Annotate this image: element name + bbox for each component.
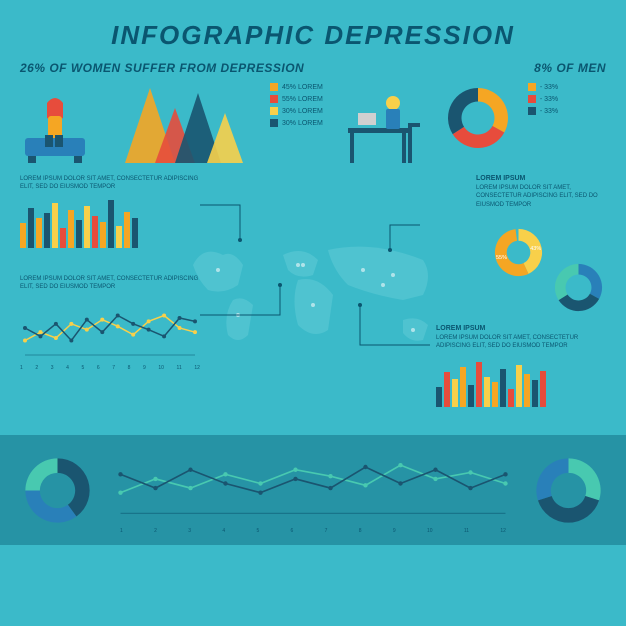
bar	[124, 212, 130, 248]
bar	[540, 371, 546, 407]
bar	[524, 374, 530, 407]
bar	[468, 385, 474, 407]
tick-label: 4	[222, 528, 225, 534]
tick-label: 9	[393, 528, 396, 534]
tick-label: 1	[20, 365, 23, 371]
donut-chart-1	[443, 83, 513, 153]
legend-item: 30% LOREM	[270, 107, 323, 115]
legend-item: 45% LOREM	[270, 83, 323, 91]
bar	[68, 210, 74, 248]
bar	[452, 379, 458, 407]
lorem-text-2: LOREM IPSUM DOLOR SIT AMET, CONSECTETUR …	[20, 275, 200, 292]
bar-chart-left	[20, 198, 200, 248]
tick-label: 8	[128, 365, 131, 371]
donut-chart-2: 43% 55%	[491, 225, 546, 280]
footer-donut-left	[20, 453, 95, 528]
legend-item: 55% LOREM	[270, 95, 323, 103]
bar	[444, 372, 450, 407]
footer-xaxis: 123456789101112	[115, 528, 511, 534]
women-stat: 26% OF WOMEN SUFFER FROM DEPRESSION	[20, 61, 304, 75]
woman-illustration	[20, 83, 110, 163]
tick-label: 11	[464, 528, 469, 534]
line1-xaxis: 123456789101112	[20, 365, 200, 371]
legend-item: - 33%	[528, 107, 558, 115]
men-stat: 8% OF MEN	[534, 61, 606, 75]
tick-label: 5	[82, 365, 85, 371]
bar	[508, 389, 514, 407]
triangle-legend: 45% LOREM 55% LOREM 30% LOREM 30% LOREM	[270, 83, 323, 163]
bar	[52, 203, 58, 248]
callout-text-1: LOREM IPSUM DOLOR SIT AMET, CONSECTETUR …	[476, 184, 606, 209]
tick-label: 5	[256, 528, 259, 534]
bar	[108, 200, 114, 248]
bar	[76, 220, 82, 248]
tick-label: 7	[112, 365, 115, 371]
callout-1: LOREM IPSUM LOREM IPSUM DOLOR SIT AMET, …	[476, 175, 606, 209]
tick-label: 2	[154, 528, 157, 534]
footer-line-chart	[115, 446, 511, 521]
donut1-legend: - 33% - 33% - 33%	[528, 83, 558, 163]
bar	[20, 223, 26, 248]
tick-label: 7	[325, 528, 328, 534]
tick-label: 8	[359, 528, 362, 534]
svg-text:43%: 43%	[530, 246, 541, 252]
tick-label: 11	[177, 365, 182, 371]
tick-label: 6	[97, 365, 100, 371]
tick-label: 10	[427, 528, 433, 534]
subtitle-row: 26% OF WOMEN SUFFER FROM DEPRESSION 8% O…	[20, 61, 606, 75]
callout-text-2: LOREM IPSUM DOLOR SIT AMET, CONSECTETUR …	[436, 334, 606, 351]
footer-band: 123456789101112	[0, 435, 626, 545]
left-block-1: LOREM IPSUM DOLOR SIT AMET, CONSECTETUR …	[20, 175, 200, 248]
legend-item: - 33%	[528, 83, 558, 91]
tick-label: 1	[120, 528, 123, 534]
tick-label: 9	[143, 365, 146, 371]
bar	[476, 362, 482, 407]
bar	[116, 226, 122, 248]
bar	[100, 222, 106, 248]
left-block-2: LOREM IPSUM DOLOR SIT AMET, CONSECTETUR …	[20, 275, 200, 371]
bar	[92, 216, 98, 248]
tick-label: 4	[66, 365, 69, 371]
footer-donut-right	[531, 453, 606, 528]
line-chart-1	[20, 298, 200, 358]
infographic-canvas: INFOGRAPHIC DEPRESSION 26% OF WOMEN SUFF…	[0, 0, 626, 626]
bar	[492, 382, 498, 407]
triangle-chart	[125, 83, 255, 163]
bar	[132, 218, 138, 248]
bar	[516, 365, 522, 407]
callout-title-1: LOREM IPSUM	[476, 175, 606, 182]
bar	[36, 218, 42, 248]
top-row: 45% LOREM 55% LOREM 30% LOREM 30% LOREM - 3…	[20, 83, 606, 163]
donut-chart-3	[551, 260, 606, 315]
tick-label: 12	[500, 528, 506, 534]
main-title: INFOGRAPHIC DEPRESSION	[20, 20, 606, 51]
tick-label: 2	[35, 365, 38, 371]
mid-section: LOREM IPSUM DOLOR SIT AMET, CONSECTETUR …	[20, 175, 606, 425]
bar-chart-right	[436, 357, 606, 407]
bar	[44, 213, 50, 248]
tick-label: 6	[291, 528, 294, 534]
bar	[84, 206, 90, 248]
bar	[532, 380, 538, 407]
tick-label: 3	[188, 528, 191, 534]
world-map	[173, 225, 453, 375]
legend-item: - 33%	[528, 95, 558, 103]
tick-label: 10	[158, 365, 164, 371]
tick-label: 12	[194, 365, 200, 371]
bar	[500, 369, 506, 407]
bar	[60, 228, 66, 248]
man-illustration	[338, 83, 428, 163]
svg-text:55%: 55%	[496, 255, 507, 261]
callout-2: LOREM IPSUM LOREM IPSUM DOLOR SIT AMET, …	[436, 325, 606, 407]
callout-title-2: LOREM IPSUM	[436, 325, 606, 332]
bar	[460, 367, 466, 407]
bar	[484, 377, 490, 407]
bar	[436, 387, 442, 407]
legend-item: 30% LOREM	[270, 119, 323, 127]
tick-label: 3	[51, 365, 54, 371]
bar	[28, 208, 34, 248]
lorem-text-1: LOREM IPSUM DOLOR SIT AMET, CONSECTETUR …	[20, 175, 200, 192]
